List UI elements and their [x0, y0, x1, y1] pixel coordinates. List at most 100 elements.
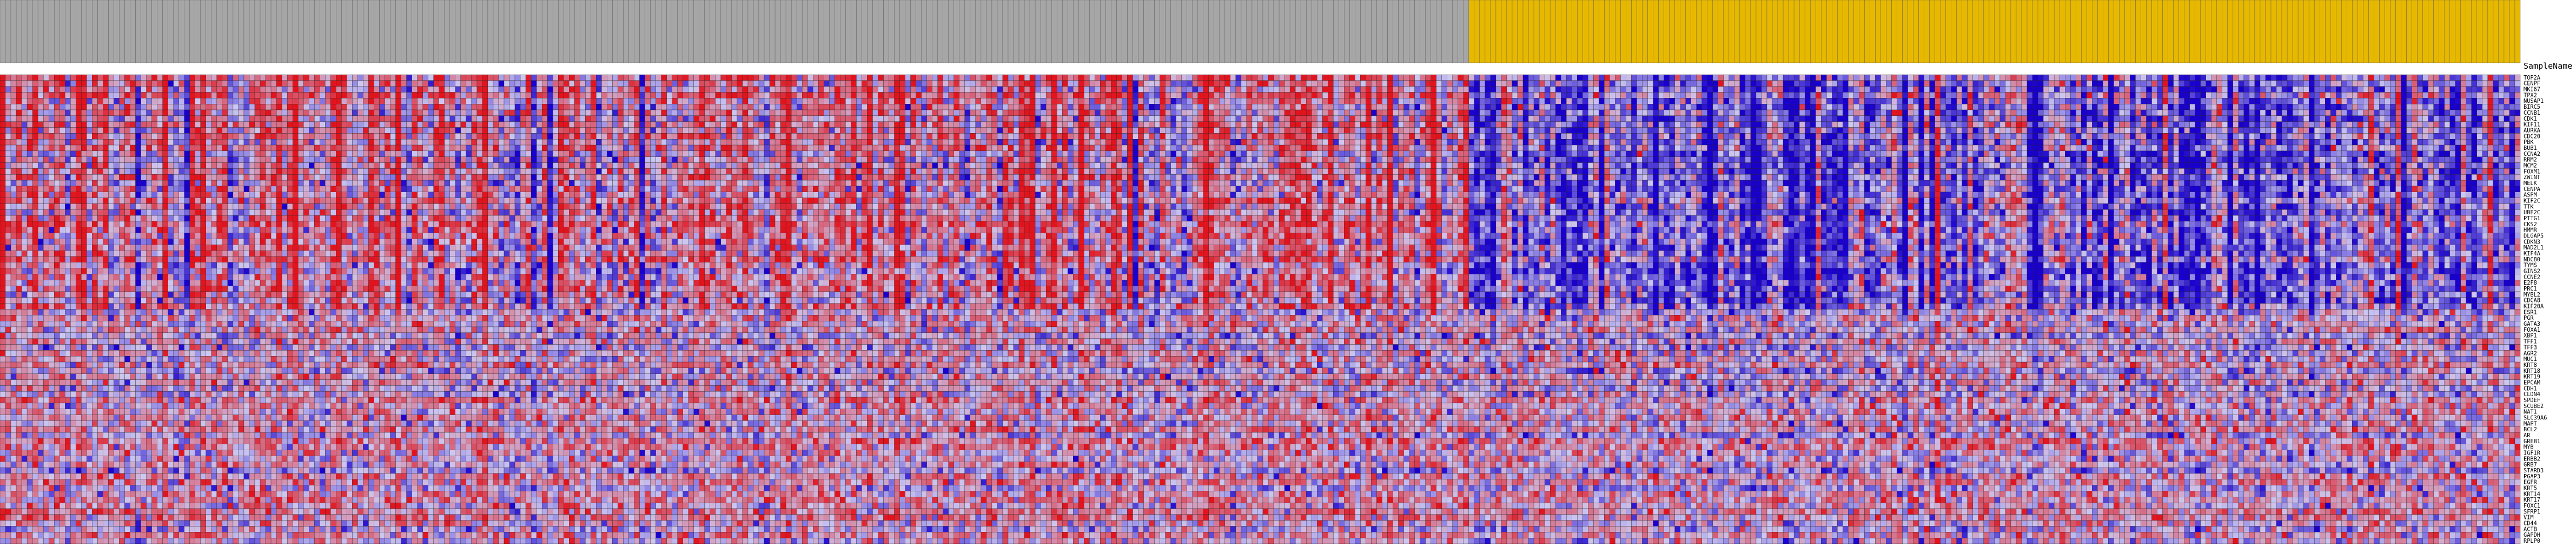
- heatmap-cell: [835, 104, 840, 110]
- heatmap-cell: [1062, 109, 1068, 116]
- heatmap-cell: [1360, 121, 1366, 128]
- heatmap-cell: [769, 115, 776, 122]
- column-annotation-cell: [1468, 0, 1475, 63]
- heatmap-cell: [76, 98, 82, 104]
- heatmap-cell: [1766, 121, 1773, 128]
- column-annotation-cell: [135, 0, 141, 63]
- heatmap-cell: [1262, 74, 1269, 81]
- heatmap-cell: [899, 115, 905, 122]
- heatmap-cell: [422, 80, 428, 87]
- heatmap-cell: [422, 86, 428, 93]
- heatmap-cell: [2363, 109, 2369, 116]
- heatmap-cell: [872, 92, 878, 98]
- column-annotation-cell: [2287, 0, 2293, 63]
- heatmap-cell: [2037, 92, 2044, 98]
- heatmap-cell: [2341, 86, 2347, 93]
- heatmap-cell: [1122, 121, 1128, 128]
- heatmap-cell: [774, 98, 781, 104]
- heatmap-cell: [2385, 104, 2390, 110]
- heatmap-cell: [1219, 92, 1226, 98]
- heatmap-cell: [2487, 92, 2494, 98]
- heatmap-cell: [726, 121, 732, 128]
- heatmap-cell: [2390, 115, 2396, 122]
- heatmap-cell: [1588, 74, 1594, 81]
- heatmap-cell: [5, 109, 11, 116]
- heatmap-cell: [2352, 92, 2358, 98]
- heatmap-cell: [1566, 121, 1572, 128]
- heatmap-cell: [796, 92, 803, 98]
- heatmap-cell: [2428, 115, 2434, 122]
- heatmap-cell: [2358, 80, 2363, 87]
- heatmap-cell: [265, 80, 271, 87]
- heatmap-cell: [1235, 127, 1242, 134]
- heatmap-cell: [704, 86, 710, 93]
- heatmap-cell: [672, 86, 678, 93]
- heatmap-cell: [585, 98, 591, 104]
- heatmap-cell: [1192, 109, 1198, 116]
- heatmap-cell: [525, 86, 532, 93]
- heatmap-cell: [1490, 92, 1496, 98]
- heatmap-cell: [2233, 109, 2239, 116]
- heatmap-cell: [270, 86, 277, 93]
- heatmap-cell: [173, 104, 179, 110]
- heatmap-cell: [433, 86, 439, 93]
- heatmap-cell: [1864, 121, 1870, 128]
- heatmap-cell: [1170, 121, 1176, 128]
- heatmap-cell: [547, 92, 553, 98]
- heatmap-cell: [1127, 80, 1133, 87]
- heatmap-cell: [1528, 115, 1534, 122]
- heatmap-cell: [276, 127, 282, 134]
- heatmap-cell: [390, 92, 396, 98]
- column-annotation-cell: [1685, 0, 1691, 63]
- heatmap-cell: [1924, 115, 1930, 122]
- column-annotation-cell: [1588, 0, 1594, 63]
- heatmap-cell: [1284, 115, 1290, 122]
- heatmap-cell: [829, 109, 835, 116]
- heatmap-cell: [2124, 121, 2130, 128]
- heatmap-cell: [1983, 104, 1990, 110]
- heatmap-cell: [1544, 104, 1551, 110]
- heatmap-cell: [1501, 86, 1507, 93]
- column-annotation-cell: [2385, 0, 2390, 63]
- heatmap-cell: [547, 74, 553, 81]
- heatmap-cell: [428, 104, 434, 110]
- heatmap-cell: [103, 104, 109, 110]
- heatmap-cell: [1420, 127, 1426, 134]
- heatmap-cell: [162, 121, 168, 128]
- column-annotation-cell: [27, 0, 33, 63]
- column-annotation-cell: [661, 0, 667, 63]
- heatmap-cell: [2476, 92, 2483, 98]
- heatmap-cell: [1073, 98, 1079, 104]
- column-annotation-cell: [1257, 0, 1263, 63]
- heatmap-cell: [2076, 80, 2082, 87]
- heatmap-cell: [531, 80, 537, 87]
- heatmap-cell: [742, 127, 749, 134]
- heatmap-cell: [1333, 92, 1339, 98]
- heatmap-cell: [2466, 115, 2472, 122]
- heatmap-cell: [1940, 86, 1946, 93]
- heatmap-cell: [981, 86, 987, 93]
- heatmap-cell: [2087, 98, 2092, 104]
- heatmap-cell: [1929, 115, 1935, 122]
- heatmap-cell: [889, 127, 895, 134]
- heatmap-cell: [1420, 121, 1426, 128]
- heatmap-cell: [829, 115, 835, 122]
- heatmap-cell: [352, 74, 358, 81]
- heatmap-cell: [216, 115, 223, 122]
- heatmap-cell: [1078, 121, 1084, 128]
- heatmap-cell: [1138, 104, 1144, 110]
- heatmap-cell: [168, 121, 174, 128]
- heatmap-cell: [2146, 86, 2152, 93]
- heatmap-cell: [720, 74, 727, 81]
- heatmap-cell: [2412, 104, 2418, 110]
- heatmap-cell: [943, 115, 949, 122]
- heatmap-cell: [2281, 109, 2288, 116]
- heatmap-cell: [1268, 104, 1274, 110]
- heatmap-cell: [1230, 74, 1236, 81]
- heatmap-cell: [1951, 86, 1957, 93]
- heatmap-cell: [2341, 92, 2347, 98]
- heatmap-cell: [2092, 86, 2098, 93]
- heatmap-cell: [21, 104, 28, 110]
- heatmap-cell: [1664, 109, 1670, 116]
- heatmap-cell: [2081, 115, 2087, 122]
